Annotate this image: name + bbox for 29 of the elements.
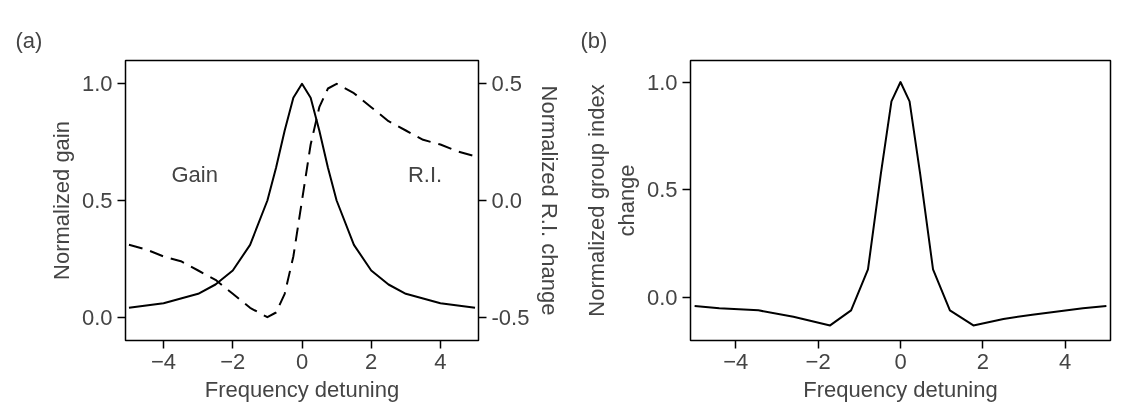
y-tick-label: 0.5 xyxy=(646,177,678,203)
chart-title: (b) xyxy=(580,28,608,53)
y-axis-title: Normalized group index change xyxy=(583,84,639,317)
line-series xyxy=(693,81,1108,327)
y2-tick-label: 0.0 xyxy=(491,188,523,213)
y-tick-label: 1.0 xyxy=(646,69,678,95)
y2-axis-title: Normalized R.I. change xyxy=(537,85,563,316)
x-axis-title: Frequency detuning xyxy=(803,376,998,402)
x-tick-label: −4 xyxy=(723,348,749,374)
y-tick-label: 0.0 xyxy=(646,284,678,310)
chart-title: (a) xyxy=(15,28,43,53)
x-tick-label: −2 xyxy=(805,348,831,374)
x-tick-label: 0 xyxy=(295,348,309,374)
x-tick-label: 4 xyxy=(1059,348,1072,374)
series-label: R.I. xyxy=(407,161,443,187)
x-axis-title: Frequency detuning xyxy=(204,376,400,402)
x-tick-label: 0 xyxy=(894,348,907,374)
y-tick-label: 1.0 xyxy=(81,71,113,97)
x-tick-label: −2 xyxy=(220,348,246,374)
x-tick-label: 4 xyxy=(434,348,447,374)
x-tick-label: 2 xyxy=(976,348,989,374)
x-tick-label: −4 xyxy=(151,348,177,374)
y-tick-label: 0.5 xyxy=(81,188,113,213)
text: Gain xyxy=(171,161,218,187)
y2-tick-label: -0.5 xyxy=(491,304,530,330)
y2-tick-label: 0.5 xyxy=(491,71,523,97)
x-tick-label: 2 xyxy=(365,348,378,374)
y-axis-title: Normalized gain xyxy=(48,121,74,280)
y-tick-label: 0.0 xyxy=(81,304,113,330)
